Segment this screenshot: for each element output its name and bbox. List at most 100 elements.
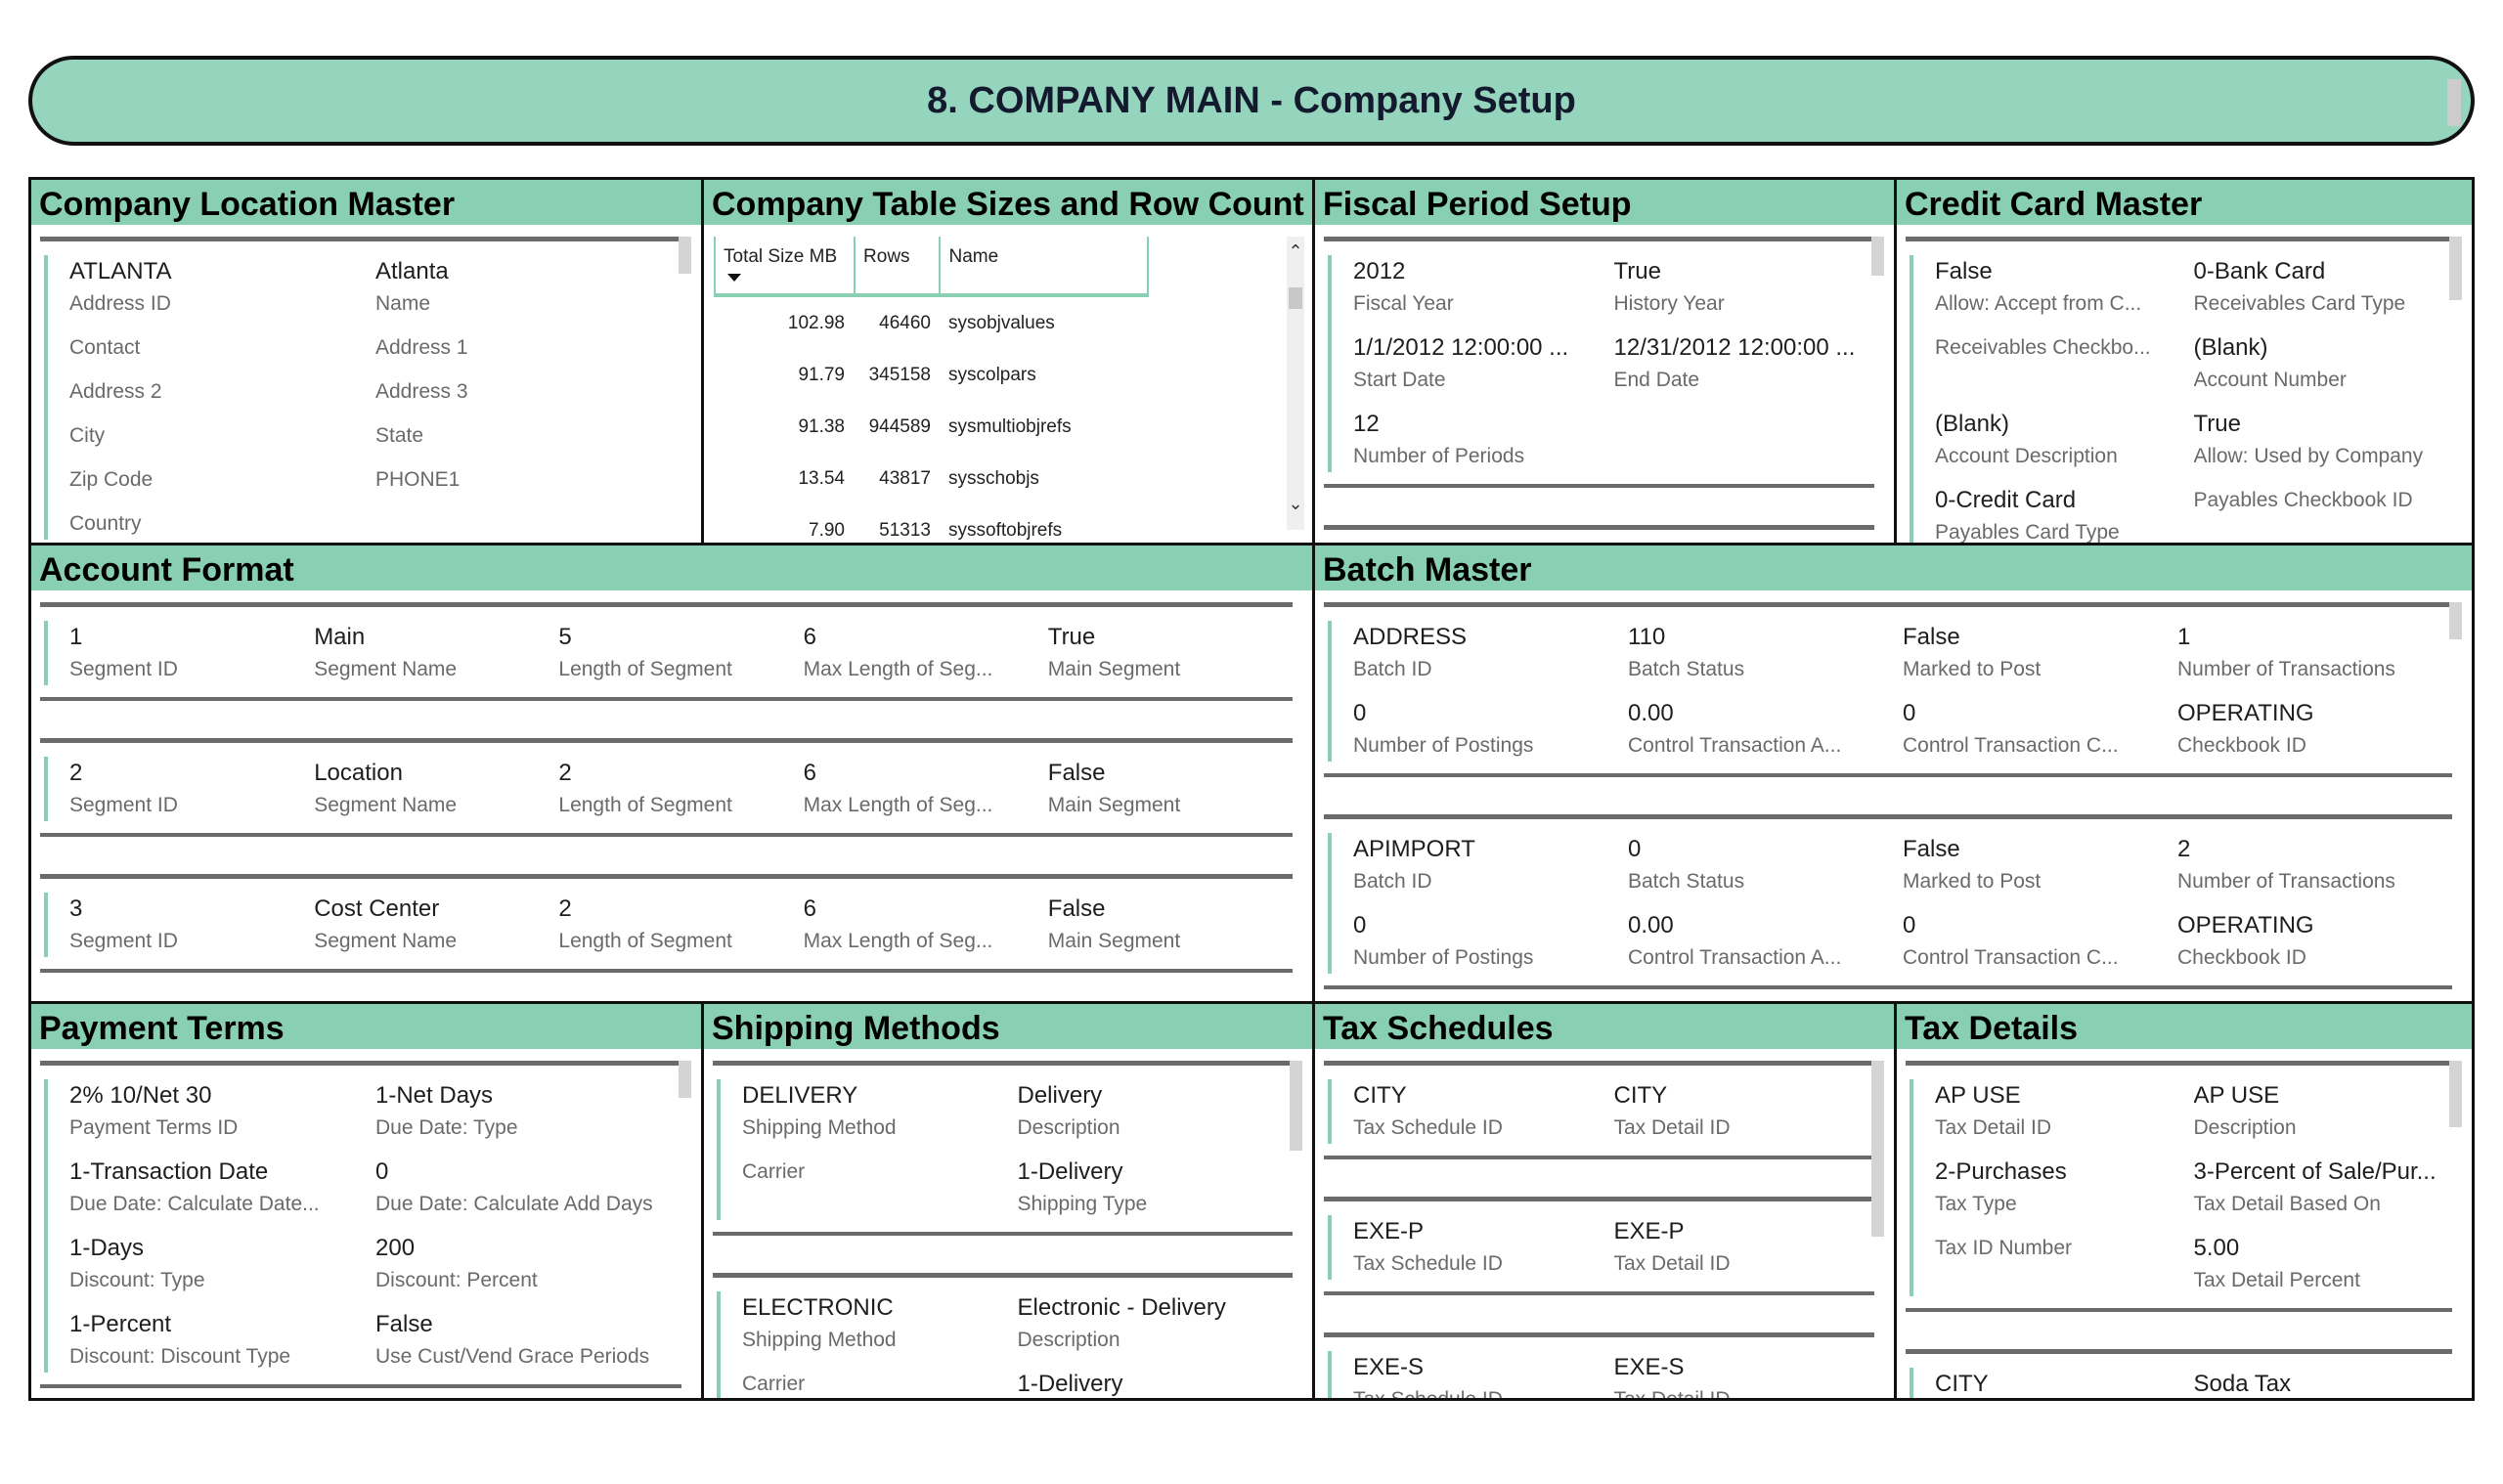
column-header-total-size[interactable]: Total Size MB (716, 237, 856, 293)
table-row[interactable]: 7.90 51313 syssoftobjrefs (714, 504, 1149, 543)
panel-header: Company Table Sizes and Row Count (704, 180, 1312, 225)
field-value: CITY (1935, 1371, 1989, 1397)
field: ATLANTA Address ID (69, 255, 375, 320)
list-item[interactable]: ADDRESS Batch ID 110 Batch Status False Marke… (1324, 602, 2452, 777)
field-value: False (1935, 258, 1993, 284)
scroll-up-icon[interactable]: ⌃ (1288, 241, 1303, 261)
field-value: False (375, 1311, 433, 1337)
scroll-down-icon[interactable]: ⌄ (1288, 494, 1303, 513)
column-header-name[interactable]: Name (948, 246, 999, 267)
scrollbar[interactable] (2449, 602, 2462, 639)
table-row[interactable]: 102.98 46460 sysobjvalues (714, 297, 1149, 349)
vertical-scrollbar[interactable]: ⌃ ⌄ (1287, 237, 1304, 530)
field-label: Length of Segment (558, 930, 732, 952)
panel-header: Credit Card Master (1897, 180, 2472, 225)
field-label: Max Length of Seg... (803, 930, 993, 952)
field-label: Segment ID (69, 658, 178, 680)
list-item[interactable]: DELIVERY Shipping Method Delivery Descripti… (713, 1061, 1293, 1236)
list-item[interactable]: APIMPORT Batch ID 0 Batch Status False Marked… (1324, 814, 2452, 989)
scrollbar-thumb[interactable] (1289, 287, 1302, 309)
list-item[interactable]: 3 Segment ID Cost Center Segment Name 2 Lengt… (40, 874, 1293, 973)
cell-rows: 51313 (879, 519, 931, 541)
field: 0.00 Control Transaction A... (1628, 697, 1903, 762)
list-item[interactable]: 2 Segment ID Location Segment Name 2 Length o… (40, 738, 1293, 837)
list-item[interactable]: ELECTRONIC Shipping Method Electronic - De… (713, 1273, 1293, 1398)
field: 0.00 Control Transaction A... (1628, 909, 1903, 974)
field-value: 1-Delivery (1017, 1158, 1123, 1185)
table-row[interactable]: 91.79 345158 syscolpars (714, 349, 1149, 401)
panel-header: Batch Master (1315, 546, 2472, 590)
record-fields: DELIVERY Shipping Method Delivery Descripti… (717, 1079, 1293, 1220)
field-label: Tax Detail ID (1935, 1116, 2052, 1139)
field-value: EXE-P (1613, 1218, 1685, 1244)
page-title-bar: 8. COMPANY MAIN - Company Setup (28, 56, 2475, 146)
field-value: 0 (1628, 836, 1642, 862)
list-item[interactable]: ATLANTA Address ID Atlanta Name Contact Addre… (40, 237, 681, 543)
field-value: ADDRESS (1353, 624, 1468, 650)
field: CITY Tax Schedule ID (1353, 1079, 1614, 1144)
scrollbar[interactable] (1290, 1061, 1302, 1151)
scrollbar[interactable] (679, 1061, 691, 1098)
field-value: 2 (69, 760, 83, 786)
field: (Blank) Account Description (1935, 408, 2194, 472)
field-label: Batch Status (1628, 658, 1745, 680)
shipping-methods-panel: Shipping Methods DELIVERY Shipping Method… (701, 1001, 1315, 1401)
field-value: Soda Tax (2193, 1371, 2292, 1397)
field-value: False (1903, 624, 1960, 650)
field-label: Tax Type (1935, 1193, 2017, 1215)
field-label: Address 2 (69, 380, 162, 403)
field-value: 1/1/2012 12:00:00 ... (1353, 334, 1569, 361)
table-row[interactable]: 13.54 43817 sysschobjs (714, 453, 1149, 504)
scrollbar[interactable] (1871, 1061, 1884, 1237)
field: ADDRESS Batch ID (1353, 621, 1628, 685)
field-label: Name (375, 292, 431, 315)
field-value: 1-Delivery (1017, 1371, 1123, 1397)
fiscal-period-setup-panel: Fiscal Period Setup 2012 Fiscal Year True H… (1312, 177, 1897, 546)
list-item[interactable]: 2012 Fiscal Year True History Year 1/1/2012 … (1324, 237, 1874, 488)
field-label: Discount: Percent (375, 1269, 538, 1291)
list-item[interactable]: AP USE Tax Detail ID AP USE Description 2-Pu… (1906, 1061, 2452, 1312)
field: AP USE Tax Detail ID (1935, 1079, 2194, 1144)
field-value: 1-Net Days (375, 1082, 494, 1109)
field-label: Number of Postings (1353, 946, 1534, 969)
scrollbar[interactable] (2449, 1061, 2462, 1127)
scrollbar[interactable] (1871, 237, 1884, 276)
column-header-rows[interactable]: Rows (856, 237, 942, 293)
panel-header: Tax Details (1897, 1004, 2472, 1049)
scrollbar[interactable] (679, 237, 691, 274)
list-item[interactable]: EXE-P Tax Schedule ID EXE-P Tax Detail ID (1324, 1197, 1874, 1295)
field-label: Due Date: Calculate Date... (69, 1193, 320, 1215)
field-value: Cost Center (314, 895, 440, 922)
panel-header: Shipping Methods (704, 1004, 1312, 1049)
field: True History Year (1614, 255, 1875, 320)
field: Carrier (742, 1156, 1018, 1220)
scrollbar[interactable] (2449, 237, 2462, 300)
list-item[interactable]: 1 Segment ID Main Segment Name 5 Length of Se… (40, 602, 1293, 701)
field-label: Segment Name (314, 930, 458, 952)
field: 0 Number of Postings (1353, 909, 1628, 974)
field-value: DELIVERY (742, 1082, 858, 1109)
field-value: 0-Bank Card (2193, 258, 2326, 284)
panel-header: Company Location Master (31, 180, 701, 225)
field: 1 Segment ID (69, 621, 314, 685)
list-item[interactable]: CITY Tax Schedule ID CITY Tax Detail ID (1324, 1061, 1874, 1159)
field: Cost Center Segment Name (314, 893, 558, 957)
field: 2 Segment ID (69, 757, 314, 821)
field: EXE-S Tax Schedule ID (1353, 1351, 1614, 1398)
field: EXE-S Tax Detail ID (1614, 1351, 1875, 1398)
field: Tax ID Number (1935, 1232, 2194, 1296)
field-value: Atlanta (375, 258, 449, 284)
account-format-panel: Account Format 1 Segment ID Main Segment Na… (28, 543, 1315, 1004)
field-label: Main Segment (1047, 794, 1181, 816)
list-item[interactable]: False Allow: Accept from C... 0-Bank Card R… (1906, 237, 2452, 543)
field: 0-Credit Card Payables Card Type (1935, 484, 2194, 543)
list-item[interactable]: 2013True (1324, 525, 1874, 543)
table-row[interactable]: 91.38 944589 sysmultiobjrefs (714, 401, 1149, 453)
payment-terms-panel: Payment Terms 2% 10/Net 30 Payment Terms … (28, 1001, 704, 1401)
scrollbar[interactable] (2447, 79, 2461, 126)
list-item[interactable]: 2% 10/Net 30 Payment Terms ID 1-Net Days Du… (40, 1061, 681, 1388)
record-fields: AP USE Tax Detail ID AP USE Description 2-Pu… (1910, 1079, 2452, 1296)
list-item[interactable]: EXE-S Tax Schedule ID EXE-S Tax Detail ID (1324, 1332, 1874, 1398)
